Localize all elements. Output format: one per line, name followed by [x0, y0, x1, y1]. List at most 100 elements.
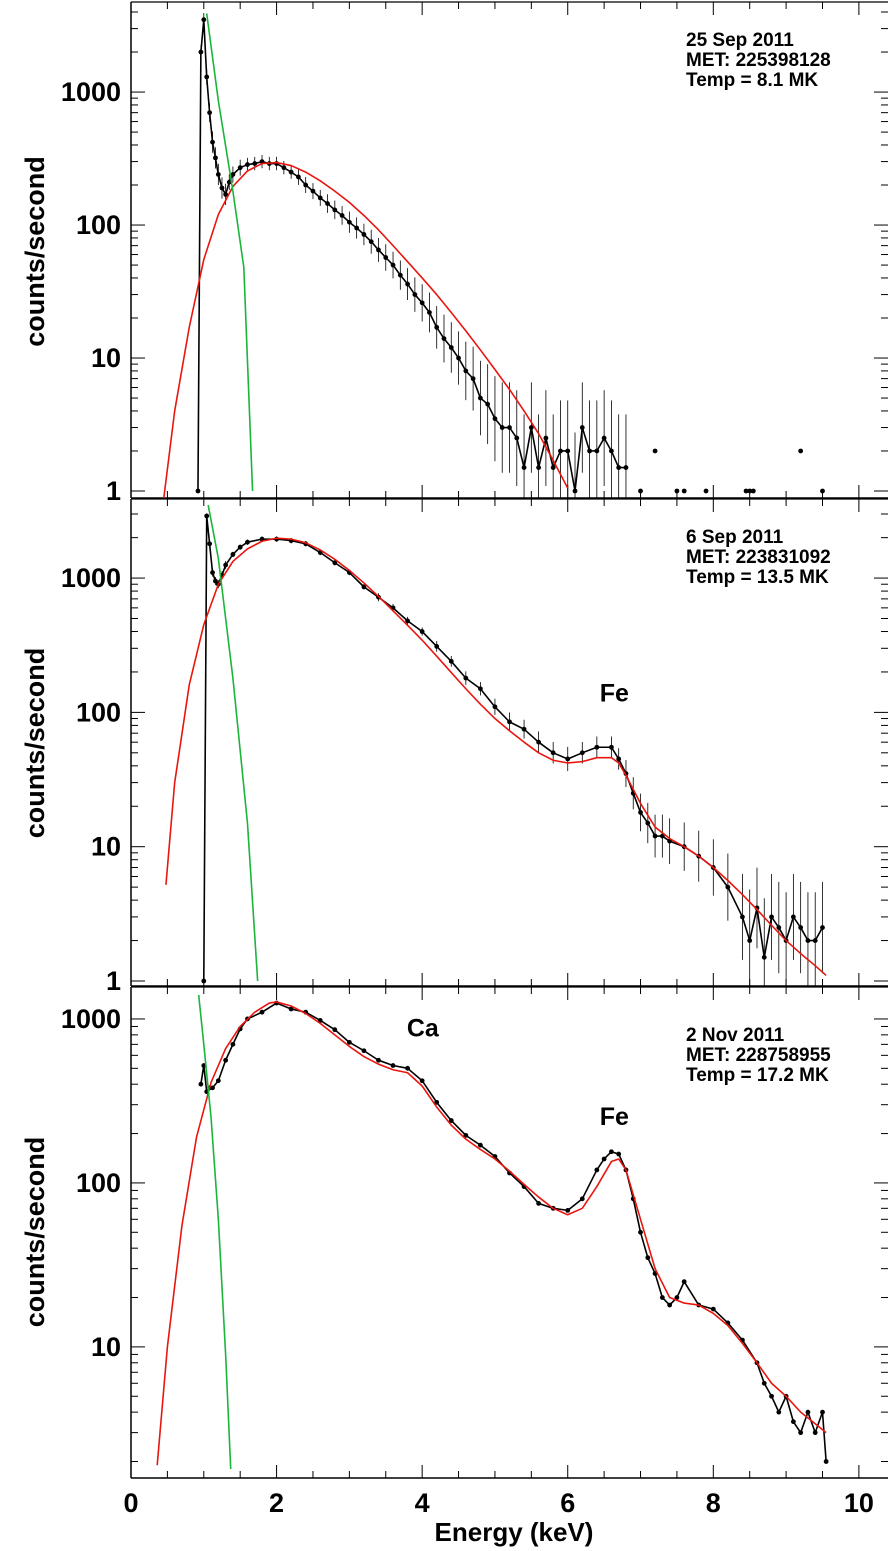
data-point	[521, 465, 527, 470]
data-point	[514, 435, 520, 441]
data-point	[332, 207, 338, 213]
data-point	[536, 1201, 542, 1206]
y-tick-label: 1000	[61, 1004, 121, 1034]
data-point	[204, 513, 210, 519]
data-point	[419, 300, 425, 306]
x-tick-label: 2	[269, 1488, 284, 1518]
data-point	[521, 726, 527, 732]
data-point	[405, 618, 410, 624]
data-point	[550, 465, 556, 470]
thermal-fit-line	[156, 1001, 827, 1466]
data-point	[609, 744, 614, 750]
data-point	[376, 247, 381, 253]
data-point	[317, 195, 323, 201]
data-point	[507, 425, 512, 430]
data-point	[207, 541, 213, 547]
data-point	[507, 719, 512, 725]
data-point	[820, 1409, 825, 1415]
nonthermal-fit-line	[207, 504, 259, 982]
y-tick-label: 1	[106, 476, 121, 506]
data-point	[405, 1065, 410, 1071]
data-point	[594, 448, 600, 454]
data-point	[213, 578, 218, 584]
data-point	[659, 1295, 665, 1300]
y-tick-label: 100	[76, 210, 121, 240]
data-point	[310, 188, 316, 194]
data-point	[609, 1149, 614, 1155]
data-point	[761, 1380, 767, 1386]
data-point	[215, 1078, 221, 1084]
data-point	[536, 465, 542, 470]
data-point	[743, 488, 749, 494]
data-point	[572, 488, 578, 494]
data-point	[558, 448, 563, 454]
data-point	[201, 17, 207, 23]
data-point	[747, 938, 753, 943]
data-point	[528, 425, 534, 430]
data-point	[448, 345, 454, 350]
data-point	[477, 395, 483, 401]
data-point	[405, 281, 410, 287]
data-point	[412, 292, 418, 297]
data-point	[681, 1279, 687, 1285]
x-tick-label: 6	[560, 1488, 575, 1518]
data-point	[288, 1006, 294, 1012]
data-point	[769, 1393, 774, 1399]
y-tick-label: 100	[76, 1168, 121, 1198]
plot-area	[165, 504, 827, 986]
data-point	[543, 435, 549, 441]
data-point	[674, 488, 680, 494]
spectral-line-label: Ca	[407, 1015, 440, 1043]
data-point	[492, 416, 498, 422]
data-point	[210, 139, 215, 145]
data-point	[390, 262, 396, 268]
y-tick-label: 100	[76, 697, 121, 727]
data-point	[769, 914, 774, 920]
data-point	[213, 155, 218, 161]
data-point	[798, 448, 804, 454]
data-point	[223, 191, 229, 197]
data-point	[652, 833, 658, 839]
data-point	[325, 201, 330, 206]
annotation-line: Temp = 13.5 MK	[686, 567, 829, 588]
data-point	[198, 49, 204, 55]
data-point	[750, 488, 756, 494]
data-point	[616, 465, 622, 470]
spectral-line-label: Fe	[600, 1103, 629, 1131]
annotation-line: Temp = 17.2 MK	[686, 1065, 829, 1086]
data-point	[463, 368, 469, 374]
data-point	[223, 1057, 229, 1063]
data-point	[761, 954, 767, 960]
data-point	[448, 1118, 454, 1123]
annotation-line: 6 Sep 2011	[686, 527, 784, 548]
plot-area	[162, 13, 825, 498]
data-point	[237, 165, 243, 171]
x-tick-label: 0	[123, 1488, 138, 1518]
data-point	[776, 1409, 782, 1415]
data-point	[303, 182, 309, 188]
data-point	[645, 1255, 651, 1261]
data-point	[485, 401, 491, 407]
x-tick-label: 4	[415, 1488, 430, 1518]
y-tick-label: 1000	[61, 77, 121, 107]
data-point	[703, 488, 709, 494]
data-point	[601, 435, 607, 441]
data-point	[219, 185, 225, 191]
data-point	[361, 1048, 367, 1054]
data-point	[805, 938, 811, 943]
data-point	[674, 1295, 680, 1300]
data-point	[812, 938, 818, 943]
data-point	[237, 544, 243, 550]
data-point	[368, 239, 374, 245]
data-point	[579, 1196, 585, 1202]
y-axis-label: counts/second	[20, 648, 50, 839]
data-point	[427, 310, 432, 315]
data-point	[594, 744, 600, 750]
y-tick-label: 1	[106, 966, 121, 996]
data-point	[201, 978, 207, 984]
data-point	[579, 750, 585, 756]
data-point	[252, 161, 258, 166]
data-point	[361, 232, 367, 237]
data-point	[638, 488, 643, 494]
